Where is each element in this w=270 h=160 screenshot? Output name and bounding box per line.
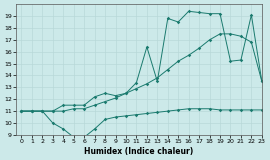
X-axis label: Humidex (Indice chaleur): Humidex (Indice chaleur) <box>85 147 194 156</box>
